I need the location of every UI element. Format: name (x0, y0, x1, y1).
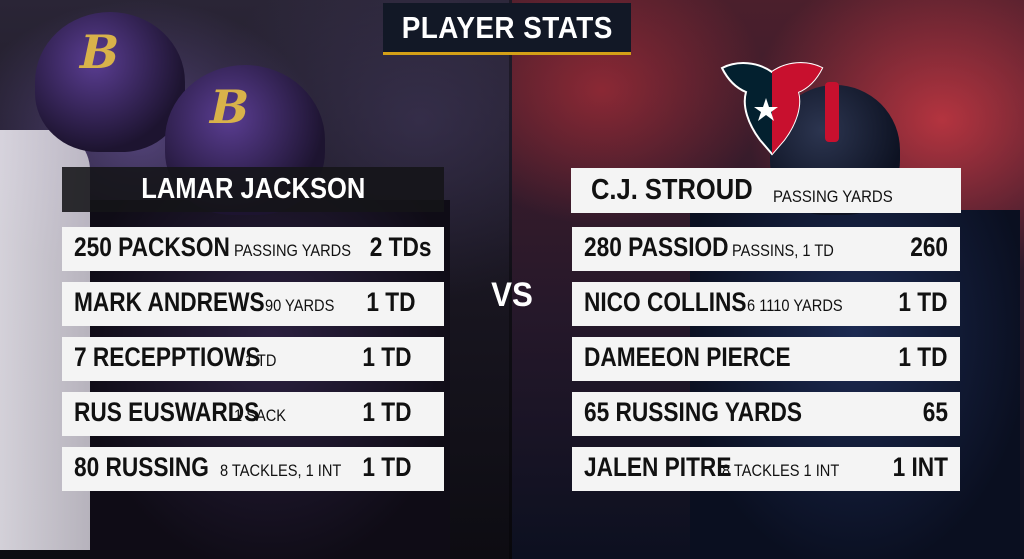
texans-bull-logo-icon (720, 62, 824, 156)
versus-label: VS (491, 276, 533, 314)
stat-value: 260 (910, 232, 948, 262)
right-player-subtitle: PASSING YARDS (772, 186, 893, 206)
stat-note: 90 YARDS (265, 296, 335, 315)
left-stats-list: 250 PACKSON PASSING YARDS 2 TDs MARK AND… (62, 227, 444, 502)
stat-row: 250 PACKSON PASSING YARDS 2 TDs (62, 227, 444, 271)
stat-value: 1 INT (892, 452, 948, 482)
stat-main: NICO COLLINS (584, 287, 747, 317)
stat-main: DAMEEON PIERCE (584, 342, 791, 372)
stat-value: 1 TD (898, 342, 948, 372)
stat-note: 1 TD (245, 351, 277, 370)
stat-note: PASSINS, 1 TD (732, 241, 834, 260)
right-stats-list: 280 PASSIOD PASSINS, 1 TD 260 NICO COLLI… (572, 227, 960, 502)
stat-main: 80 RUSSING (74, 452, 209, 482)
stat-main: 7 RECEPPTIOWS (74, 342, 261, 372)
stat-main: 280 PASSIOD (584, 232, 729, 262)
stat-note: 8 TACKLES 1 INT (722, 461, 840, 480)
stat-main: JALEN PITRE (584, 452, 732, 482)
stat-note: PASSING YARDS (234, 241, 352, 260)
stat-row: 80 RUSSING 8 TACKLES, 1 INT 1 TD (62, 447, 444, 491)
title-text: PLAYER STATS (401, 9, 613, 45)
stat-row: JALEN PITRE 8 TACKLES 1 INT 1 INT (572, 447, 960, 491)
stat-main: MARK ANDREWS (74, 287, 265, 317)
stat-row: DAMEEON PIERCE 1 TD (572, 337, 960, 381)
stat-note: 8 TACKLES, 1 INT (220, 461, 342, 480)
stat-note: 1 SACK (234, 406, 287, 425)
stat-value: 2 TDs (370, 232, 432, 262)
left-player-name: LAMAR JACKSON (140, 173, 366, 205)
stat-row: RUS EUSWARDS 1 SACK 1 TD (62, 392, 444, 436)
stat-note: 6 1110 YARDS (747, 296, 843, 315)
stat-main: 250 PACKSON (74, 232, 230, 262)
right-player-name: C.J. STROUD (591, 174, 753, 206)
center-divider (509, 0, 512, 559)
stat-value: 1 TD (366, 287, 416, 317)
stat-row: 7 RECEPPTIOWS 1 TD 1 TD (62, 337, 444, 381)
stat-value: 1 TD (362, 452, 412, 482)
stat-row: MARK ANDREWS 90 YARDS 1 TD (62, 282, 444, 326)
stat-value: 1 TD (898, 287, 948, 317)
stat-value: 1 TD (362, 397, 412, 427)
stat-value: 65 (922, 397, 948, 427)
stat-value: 1 TD (362, 342, 412, 372)
ravens-helmet-icon (35, 12, 185, 152)
stat-row: NICO COLLINS 6 1110 YARDS 1 TD (572, 282, 960, 326)
stat-main: RUS EUSWARDS (74, 397, 260, 427)
texans-helmet-stripe (825, 82, 839, 142)
stat-row: 280 PASSIOD PASSINS, 1 TD 260 (572, 227, 960, 271)
stat-main: 65 RUSSING YARDS (584, 397, 803, 427)
right-player-header: C.J. STROUD PASSING YARDS (571, 168, 961, 213)
page-title: PLAYER STATS (383, 3, 631, 55)
left-player-header: LAMAR JACKSON (62, 167, 444, 212)
stat-row: 65 RUSSING YARDS 65 (572, 392, 960, 436)
